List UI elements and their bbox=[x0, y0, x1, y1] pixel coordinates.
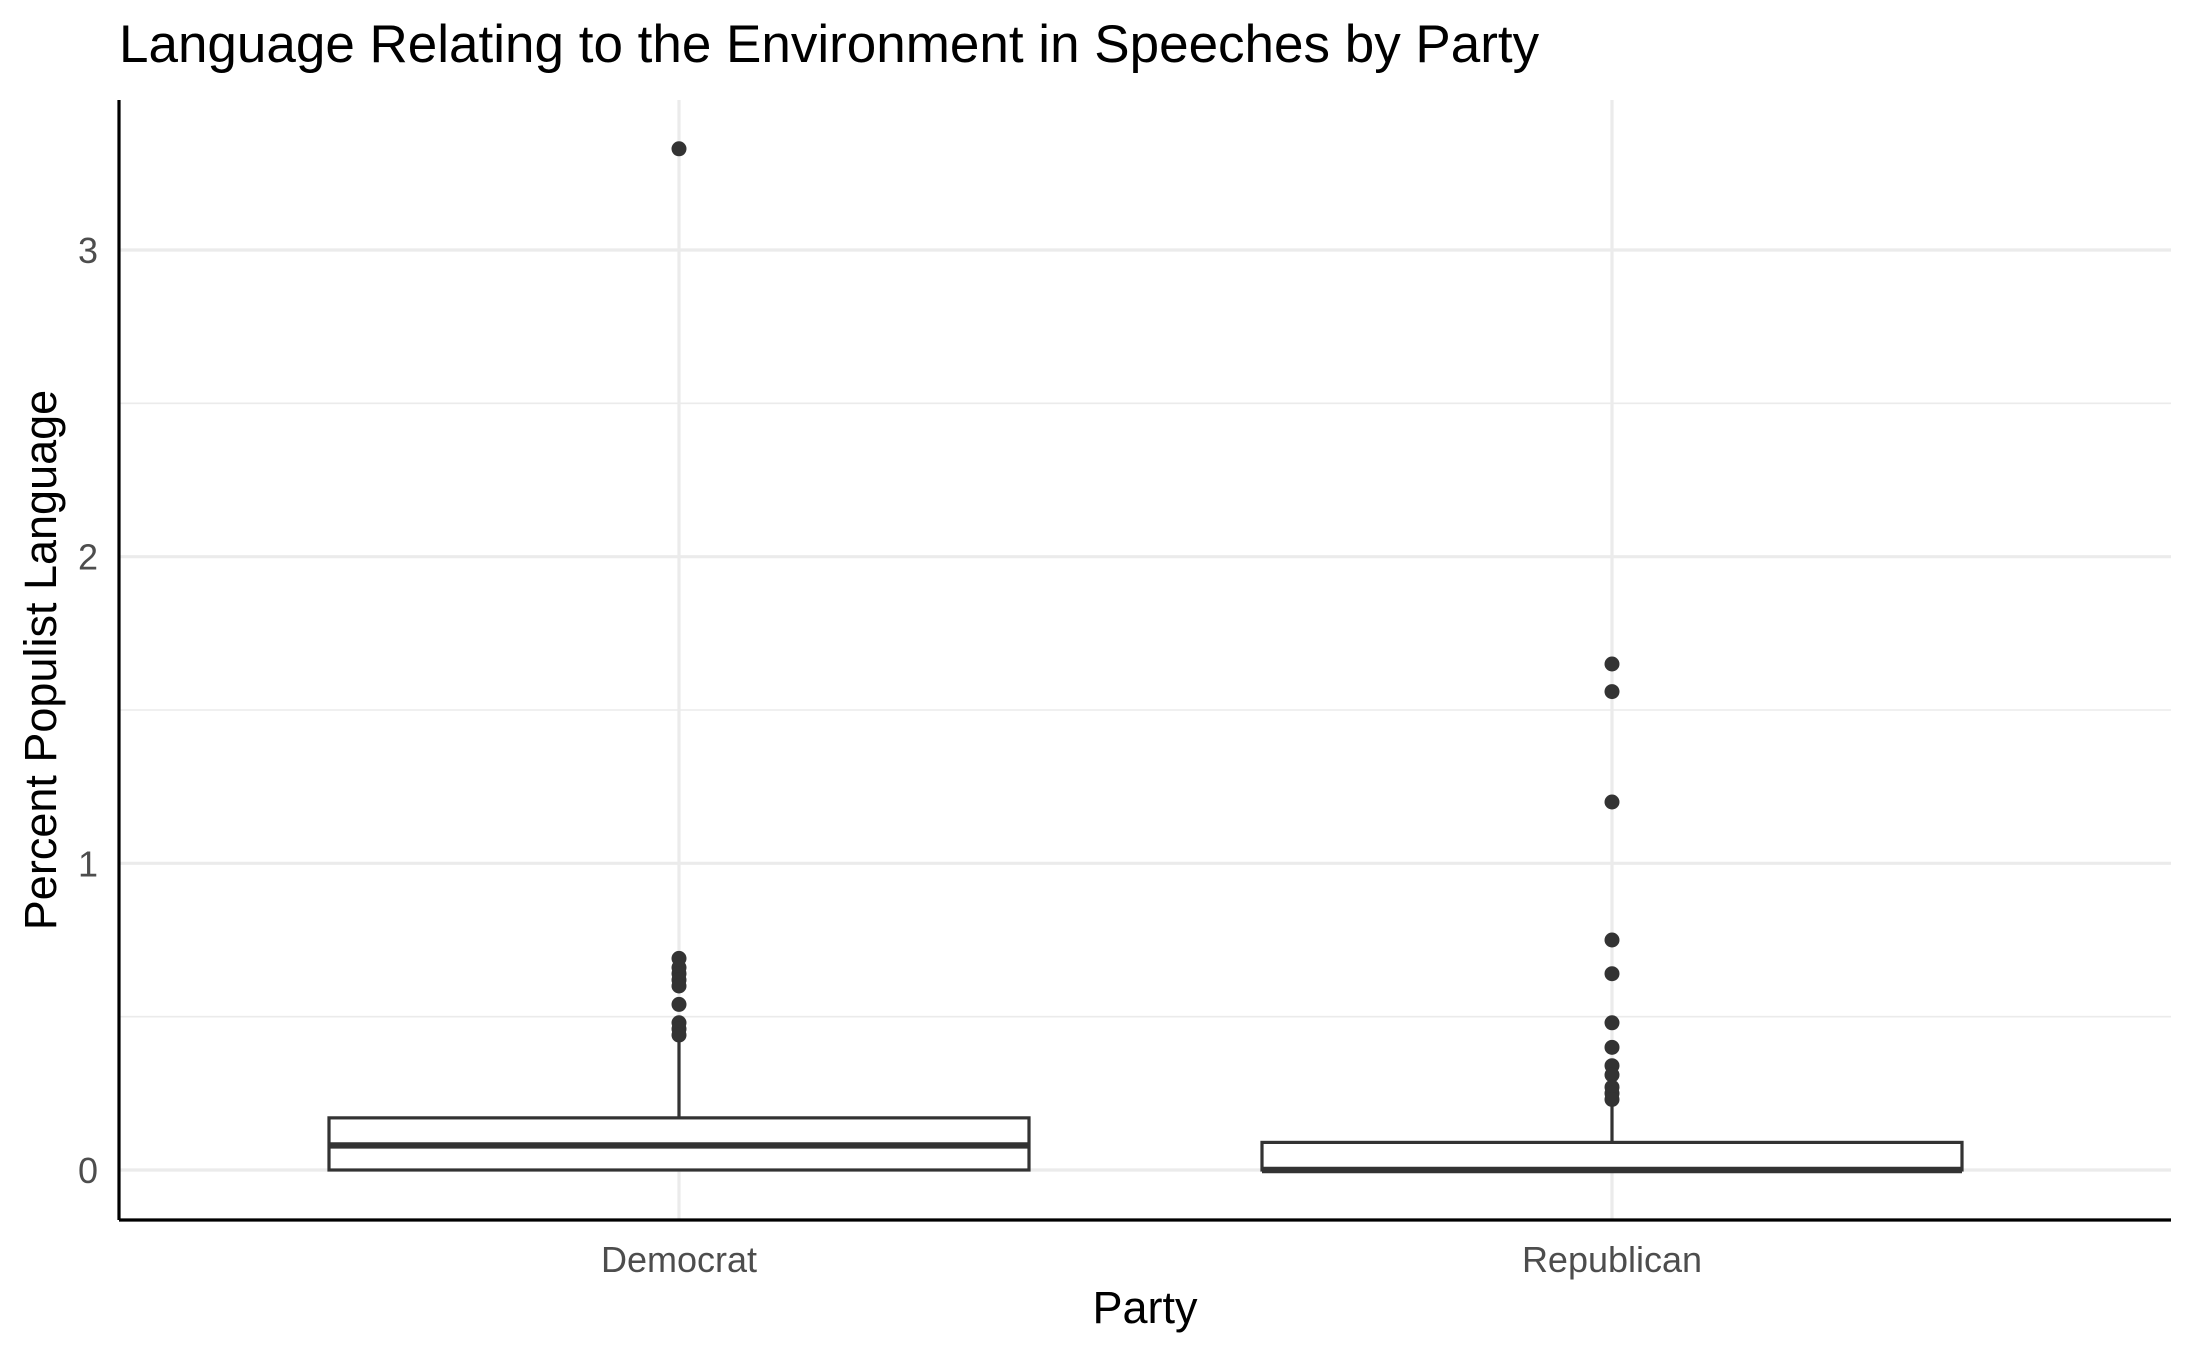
x-tick-label: Republican bbox=[1522, 1239, 1702, 1280]
outlier-point bbox=[1604, 932, 1620, 948]
y-axis-title: Percent Populist Language bbox=[15, 390, 66, 930]
outlier-point bbox=[1604, 684, 1620, 700]
grid-lines bbox=[119, 100, 2171, 1220]
outlier-point bbox=[1604, 1015, 1620, 1031]
outlier-point bbox=[671, 141, 687, 157]
outlier-point bbox=[1604, 1091, 1620, 1107]
y-tick-labels: 0 1 2 3 bbox=[78, 230, 98, 1191]
box-republican bbox=[1260, 656, 1964, 1174]
outlier-point bbox=[1604, 656, 1620, 672]
y-tick-label: 2 bbox=[78, 537, 98, 578]
x-tick-label: Democrat bbox=[601, 1239, 757, 1280]
axes-layer bbox=[117, 100, 2171, 1222]
box-iqr bbox=[1260, 1140, 1964, 1172]
outlier-point bbox=[1604, 966, 1620, 982]
outlier-point bbox=[671, 996, 687, 1012]
outlier-point bbox=[1604, 1039, 1620, 1055]
outlier-point bbox=[1604, 1067, 1620, 1083]
boxes-layer bbox=[327, 141, 1964, 1174]
chart-title: Language Relating to the Environment in … bbox=[119, 15, 1540, 74]
outlier-point bbox=[671, 1027, 687, 1043]
outlier-point bbox=[671, 978, 687, 994]
y-tick-label: 3 bbox=[78, 230, 98, 271]
x-axis-title: Party bbox=[1092, 1282, 1198, 1333]
box-democrat bbox=[327, 141, 1031, 1172]
y-tick-label: 1 bbox=[78, 843, 98, 884]
outlier-point bbox=[1604, 794, 1620, 810]
y-tick-label: 0 bbox=[78, 1150, 98, 1191]
x-tick-labels: Democrat Republican bbox=[601, 1239, 1702, 1280]
